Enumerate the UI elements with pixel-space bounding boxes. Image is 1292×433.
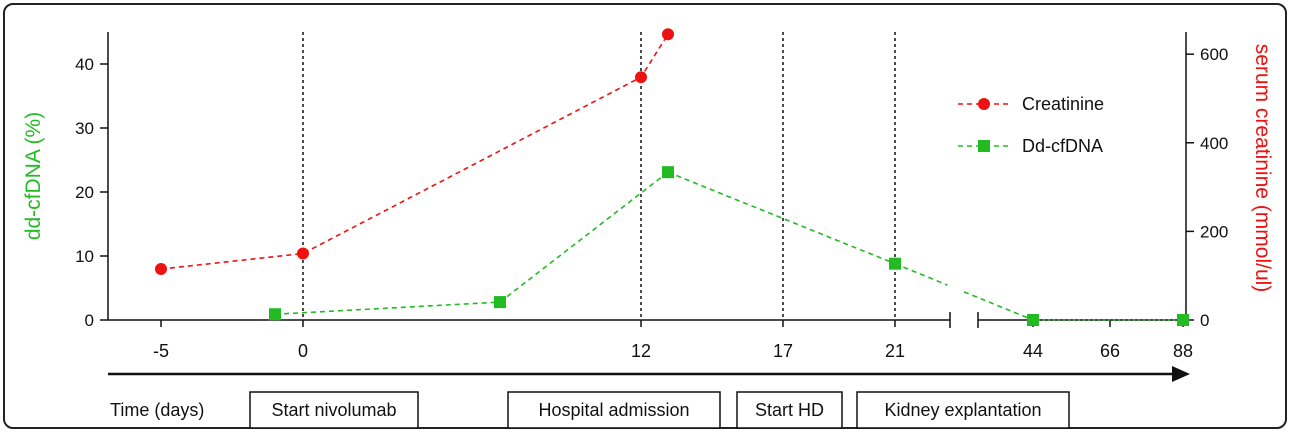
y-left-axis-label: dd-cfDNA (%) (22, 112, 45, 240)
x-tick-label: 66 (1100, 341, 1120, 361)
x-tick-label: 17 (773, 341, 793, 361)
timeline-arrowhead (1172, 366, 1190, 382)
legend-marker (978, 140, 990, 152)
x-tick-label: 88 (1173, 341, 1193, 361)
dd-cfdna-point (269, 308, 281, 321)
timeline: Time (days) Start nivolumab Hospital admis… (108, 366, 1190, 429)
time-axis-label: Time (days) (110, 400, 204, 420)
event-label: Start HD (755, 400, 824, 420)
event-box (856, 391, 1070, 429)
y-right-tick-label: 600 (1200, 45, 1228, 64)
x-tick-label: 21 (885, 341, 905, 361)
x-tick-label: -5 (153, 341, 169, 361)
event-label: Kidney explantation (884, 400, 1041, 420)
dd-cfdna-line-segment (894, 262, 948, 286)
event-box (507, 391, 721, 429)
legend-label: Creatinine (1022, 94, 1104, 114)
dd-cfdna-point (1027, 314, 1039, 326)
dd-cfdna-point (662, 166, 674, 179)
creatinine-point (297, 247, 309, 260)
x-tick-label: 12 (631, 341, 651, 361)
event-box (736, 391, 843, 429)
creatinine-point (155, 263, 167, 276)
y-left-tick-label: 10 (75, 247, 94, 266)
y-left-tick-label: 20 (75, 183, 94, 202)
dd-cfdna-point (1177, 314, 1189, 326)
y-right-tick-label: 400 (1200, 134, 1228, 153)
event-lines (302, 32, 896, 320)
series-layer (155, 28, 1189, 326)
creatinine-point (635, 71, 647, 84)
y-left-tick-label: 0 (85, 311, 94, 330)
event-label: Start nivolumab (271, 400, 396, 420)
event-label: Hospital admission (538, 400, 689, 420)
y-right-tick-label: 200 (1200, 222, 1228, 241)
legend-marker (978, 98, 990, 110)
creatinine-point (662, 28, 674, 41)
x-tick-label: 0 (298, 341, 308, 361)
creatinine-line (160, 33, 669, 270)
y-left-tick-label: 30 (75, 119, 94, 138)
dd-cfdna-point (889, 257, 901, 270)
legend: Creatinine Dd-cfDNA (958, 94, 1104, 156)
y-left-tick-label: 40 (75, 55, 94, 74)
dd-cfdna-line-segment (963, 291, 1034, 321)
dd-cfdna-line-segment (274, 301, 501, 316)
y-right-axis-label: serum creatinine (mmol/ul) (1251, 44, 1274, 293)
legend-label: Dd-cfDNA (1022, 136, 1103, 156)
dd-cfdna-line-segment (499, 171, 669, 303)
event-box (249, 391, 419, 429)
dd-cfdna-point (494, 296, 506, 309)
y-right-tick-label: 0 (1200, 311, 1209, 330)
x-tick-label: 44 (1023, 341, 1043, 361)
dd-cfdna-line-segment (667, 171, 896, 265)
